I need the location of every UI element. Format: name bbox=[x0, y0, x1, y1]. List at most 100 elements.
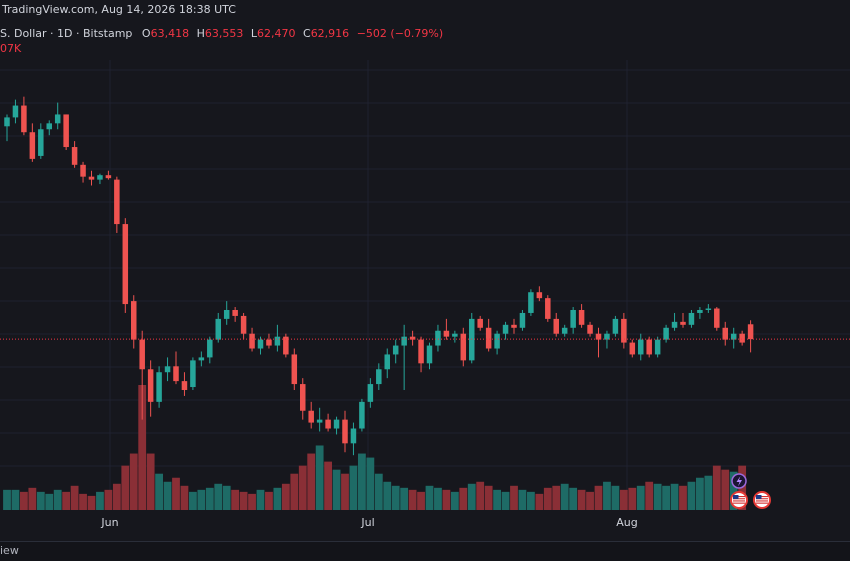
volume-bar bbox=[729, 471, 738, 510]
candle bbox=[561, 324, 568, 337]
candle bbox=[443, 318, 450, 340]
candle bbox=[697, 307, 703, 319]
volume-bar bbox=[163, 481, 172, 510]
candle-body bbox=[12, 105, 19, 118]
candle-body bbox=[401, 336, 407, 346]
volume-bar bbox=[104, 489, 113, 510]
volume-bar bbox=[696, 477, 704, 510]
candle bbox=[714, 307, 720, 331]
candle bbox=[392, 339, 399, 364]
symbol-title[interactable]: S. Dollar · 1D · Bitstamp bbox=[0, 27, 133, 40]
event-markers[interactable] bbox=[730, 473, 771, 509]
candle bbox=[376, 363, 382, 390]
candle bbox=[460, 327, 467, 367]
volume-bar bbox=[45, 493, 54, 510]
candle-body bbox=[545, 298, 551, 319]
candle-body bbox=[722, 327, 728, 340]
volume-bar bbox=[391, 485, 400, 510]
volume-bar bbox=[679, 485, 687, 510]
candle-body bbox=[350, 428, 357, 444]
candle bbox=[198, 351, 205, 367]
candle bbox=[232, 307, 238, 322]
price-chart[interactable]: Jun Jul Aug bbox=[0, 0, 850, 540]
volume-bar bbox=[281, 483, 290, 510]
candle bbox=[384, 348, 390, 379]
candle bbox=[654, 336, 661, 358]
candle-body bbox=[604, 333, 610, 340]
candle bbox=[401, 324, 407, 390]
candle bbox=[747, 320, 754, 353]
candle-body bbox=[384, 354, 390, 370]
candle-body bbox=[680, 321, 686, 325]
volume-bar bbox=[577, 489, 586, 510]
volume-bar bbox=[518, 489, 527, 510]
candle bbox=[164, 357, 171, 382]
candle-body bbox=[164, 366, 171, 373]
volume-bar bbox=[450, 491, 459, 510]
candle bbox=[671, 312, 678, 331]
volume-bar bbox=[408, 489, 417, 510]
candle bbox=[54, 102, 61, 130]
candle-body bbox=[587, 324, 593, 334]
volume-bar bbox=[129, 453, 138, 510]
candle-body bbox=[409, 336, 416, 340]
candle bbox=[325, 413, 331, 432]
candle bbox=[291, 348, 298, 390]
candle-body bbox=[198, 357, 205, 361]
volume-bar bbox=[36, 491, 45, 510]
volume-bar bbox=[687, 481, 696, 510]
volume-bar bbox=[121, 465, 130, 510]
symbol-legend[interactable]: S. Dollar · 1D · Bitstamp O63,418 H63,55… bbox=[0, 27, 443, 40]
candle bbox=[38, 123, 44, 159]
volume-bar bbox=[62, 491, 71, 510]
candle-body bbox=[570, 310, 576, 328]
candle bbox=[587, 321, 593, 337]
volume-bar bbox=[721, 469, 730, 510]
candle bbox=[97, 173, 103, 185]
volume-bar bbox=[138, 385, 147, 510]
candle bbox=[122, 218, 129, 313]
volume-bar bbox=[358, 453, 366, 510]
volume-bar bbox=[96, 491, 104, 510]
candle bbox=[646, 336, 652, 358]
volume-bar bbox=[53, 489, 62, 510]
candle bbox=[350, 422, 357, 456]
candle bbox=[240, 312, 247, 340]
candle bbox=[528, 289, 534, 316]
candle bbox=[63, 114, 69, 150]
volume-bar bbox=[493, 489, 501, 510]
candle bbox=[29, 123, 36, 162]
candle bbox=[71, 141, 78, 168]
volume-bar bbox=[341, 473, 349, 510]
us-flag-icon[interactable] bbox=[753, 491, 771, 509]
candle-body bbox=[308, 410, 314, 423]
candle-body bbox=[215, 318, 221, 340]
candle bbox=[139, 330, 145, 420]
candle-body bbox=[207, 339, 213, 358]
x-axis: Jun Jul Aug bbox=[100, 516, 637, 529]
candle-body bbox=[71, 147, 78, 165]
volume-bar bbox=[543, 487, 552, 510]
us-flag-icon[interactable] bbox=[730, 491, 748, 509]
candle-body bbox=[688, 312, 695, 325]
candle-body bbox=[536, 292, 543, 299]
candle-body bbox=[325, 419, 331, 429]
candle bbox=[266, 333, 272, 349]
candle bbox=[739, 330, 745, 346]
volume-bar bbox=[172, 477, 180, 510]
volume-bar bbox=[265, 491, 273, 510]
candle-body bbox=[485, 327, 492, 349]
lightning-icon[interactable] bbox=[731, 473, 747, 489]
candle bbox=[173, 351, 179, 385]
volume-bar bbox=[189, 491, 197, 510]
candle-body bbox=[156, 372, 162, 402]
candle-body bbox=[333, 419, 340, 429]
candle-body bbox=[105, 175, 112, 179]
candle bbox=[545, 295, 551, 322]
candle-body bbox=[80, 164, 86, 177]
candle bbox=[629, 339, 636, 358]
candle-body bbox=[519, 312, 526, 328]
volume-bar bbox=[112, 483, 121, 510]
volume-bar bbox=[645, 481, 654, 510]
volume-bar bbox=[662, 485, 670, 510]
